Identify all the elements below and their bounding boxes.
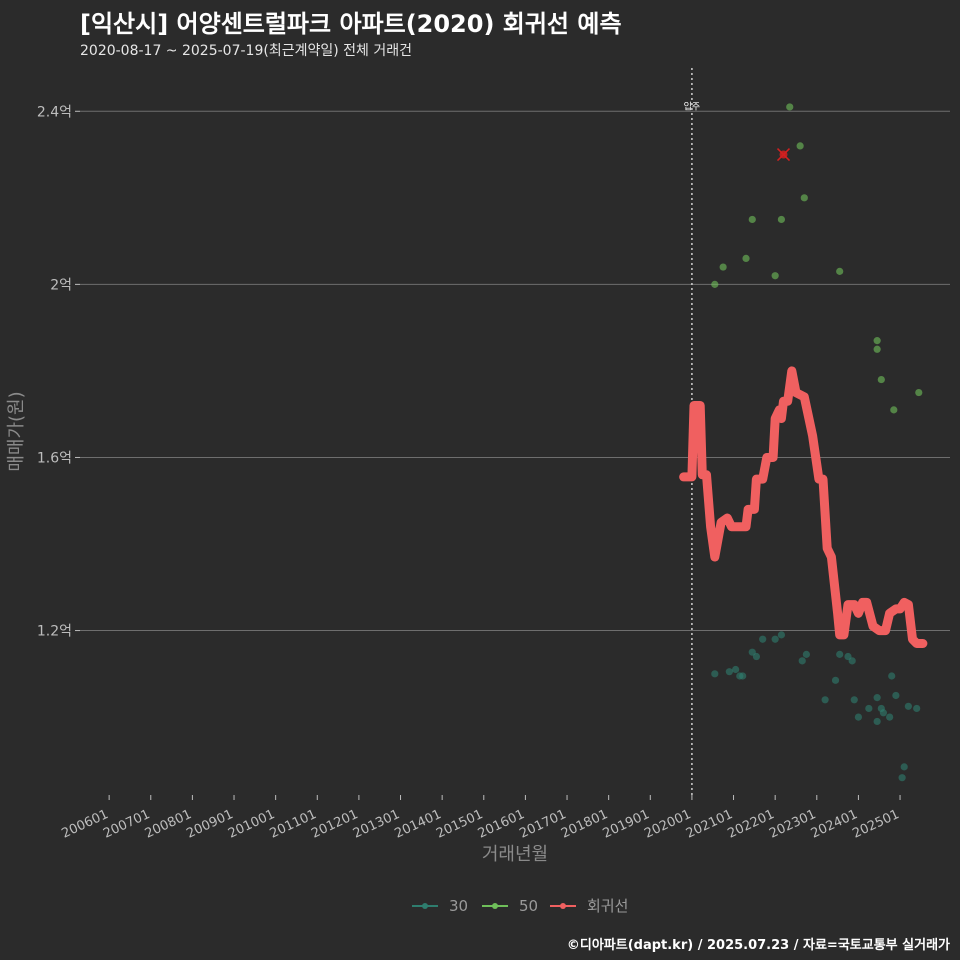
scatter-point-30 <box>873 717 881 726</box>
scatter-point-30 <box>777 631 786 639</box>
scatter-point-50 <box>719 263 727 271</box>
scatter-point-30 <box>886 713 894 721</box>
scatter-point-30 <box>854 713 863 721</box>
y-tick-label: 1.2억 <box>37 624 72 640</box>
y-tick-label: 1.6억 <box>37 450 72 466</box>
scatter-point-50 <box>742 254 750 263</box>
x-tick-label: 201801 <box>559 807 610 842</box>
x-tick-label: 200801 <box>143 807 194 842</box>
legend-swatch-dot <box>492 903 498 909</box>
scatter-point-30 <box>725 668 733 676</box>
scatter-point-50 <box>877 375 885 384</box>
x-tick-label: 201201 <box>309 807 360 842</box>
scatter-point-30 <box>888 672 896 680</box>
scatter-point-30 <box>739 672 747 680</box>
y-tick-label: 2억 <box>50 277 72 293</box>
x-tick-label: 201701 <box>517 807 568 842</box>
scatter-point-50 <box>873 337 881 345</box>
legend-swatch-dot <box>422 903 428 909</box>
x-tick-label: 201401 <box>393 807 444 842</box>
scatter-point-50 <box>777 215 786 224</box>
x-tick-label: 202401 <box>809 807 860 842</box>
scatter-point-30 <box>879 709 887 717</box>
y-tick-label: 2.4억 <box>37 104 72 120</box>
x-tick-label: 201501 <box>434 807 485 842</box>
legend-swatch-dot <box>560 903 566 909</box>
x-tick-label: 202501 <box>850 807 901 842</box>
highlight-x-icon <box>776 148 791 162</box>
move-in-label: 입주 <box>684 100 701 112</box>
scatter-point-30 <box>711 670 719 678</box>
legend-label: 회귀선 <box>587 897 628 915</box>
scatter-point-30 <box>898 774 906 782</box>
scatter-point-50 <box>771 272 779 280</box>
x-tick-label: 202101 <box>684 807 735 842</box>
scatter-point-50 <box>711 280 719 288</box>
scatter-point-30 <box>821 696 829 704</box>
legend-label: 50 <box>519 897 538 915</box>
x-tick-label: 202201 <box>726 807 777 842</box>
scatter-point-30 <box>904 702 912 710</box>
scatter-point-30 <box>848 657 856 665</box>
scatter-point-30 <box>865 704 873 713</box>
scatter-point-30 <box>831 676 840 684</box>
scatter-point-30 <box>771 635 779 643</box>
x-tick-label: 201301 <box>351 807 402 842</box>
scatter-point-50 <box>800 194 808 202</box>
scatter-point-50 <box>836 267 844 275</box>
x-tick-label: 201001 <box>226 807 277 842</box>
source-caption: ©디아파트(dapt.kr) / 2025.07.23 / 자료=국토교통부 실… <box>566 938 950 953</box>
scatter-point-50 <box>890 406 898 414</box>
x-tick-label: 201901 <box>601 807 652 842</box>
scatter-point-30 <box>802 650 810 658</box>
scatter-point-30 <box>913 704 921 713</box>
chart-title: [익산시] 어양센트럴파크 아파트(2020) 회귀선 예측 <box>80 10 622 38</box>
x-tick-label: 202001 <box>642 807 693 842</box>
scatter-point-50 <box>915 388 923 397</box>
scatter-point-50 <box>786 103 794 111</box>
scatter-point-30 <box>850 696 858 704</box>
legend-label: 30 <box>449 897 468 915</box>
x-axis-title: 거래년월 <box>482 844 548 865</box>
x-tick-label: 200601 <box>60 807 111 842</box>
scatter-point-50 <box>873 345 881 353</box>
chart-subtitle: 2020-08-17 ~ 2025-07-19(최근계약일) 전체 거래건 <box>80 43 412 59</box>
scatter-point-30 <box>900 763 908 771</box>
x-tick-label: 200901 <box>184 807 235 842</box>
regression-line <box>679 366 928 648</box>
x-tick-label: 202301 <box>767 807 818 842</box>
x-tick-label: 201601 <box>476 807 527 842</box>
scatter-point-50 <box>748 215 756 224</box>
scatter-point-30 <box>836 650 844 658</box>
x-tick-label: 200701 <box>101 807 152 842</box>
y-axis-title: 매매가(원) <box>6 391 27 471</box>
scatter-point-30 <box>752 652 761 661</box>
x-tick-label: 201101 <box>268 807 319 842</box>
scatter-point-30 <box>798 657 806 665</box>
scatter-point-50 <box>796 142 804 150</box>
scatter-point-30 <box>873 694 881 702</box>
scatter-point-30 <box>892 691 900 700</box>
scatter-point-30 <box>759 635 767 643</box>
scatter-point-30 <box>732 665 740 674</box>
